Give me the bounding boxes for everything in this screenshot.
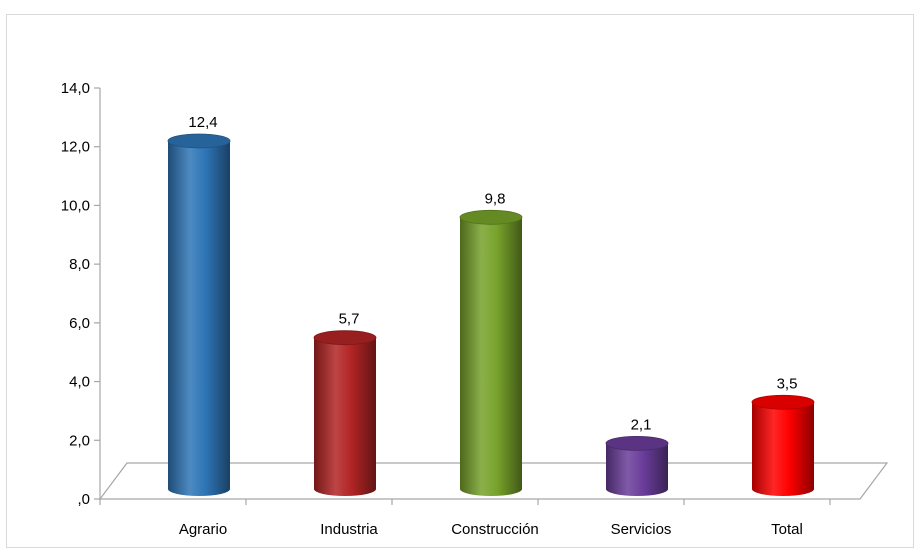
bar-servicios — [605, 435, 669, 496]
data-label: 12,4 — [188, 114, 217, 131]
data-label: 2,1 — [631, 416, 652, 433]
y-tick-label: 14,0 — [61, 80, 90, 97]
bar-top — [459, 209, 523, 225]
bar-top — [313, 330, 377, 346]
x-tick-label: Agrario — [179, 521, 227, 538]
y-tick-label: 6,0 — [69, 315, 90, 332]
bar-total — [751, 394, 815, 496]
data-label: 3,5 — [777, 375, 798, 392]
y-tick-label: 8,0 — [69, 256, 90, 273]
bar-agrario — [167, 133, 231, 496]
bars — [167, 133, 815, 497]
bar-body — [460, 217, 522, 497]
y-axis: ,0 2,0 4,0 6,0 8,0 10,0 12,0 14,0 — [61, 80, 831, 508]
bar-top — [167, 133, 231, 149]
data-label: 5,7 — [339, 311, 360, 328]
bar-body — [606, 443, 668, 496]
y-tick-label: 2,0 — [69, 432, 90, 449]
x-tick-label: Servicios — [611, 521, 672, 538]
bar-construcción — [459, 209, 523, 497]
bar-body — [752, 402, 814, 496]
bar-top — [605, 435, 669, 451]
x-tick-label: Total — [771, 521, 803, 538]
labels: 12,4 Agrario 5,7 Industria 9,8 Construcción 2,… — [179, 114, 803, 538]
y-tick-label: 4,0 — [69, 374, 90, 391]
bar-body — [168, 140, 230, 496]
bar-top — [751, 394, 815, 410]
x-tick-label: Construcción — [451, 521, 539, 538]
y-tick-label: ,0 — [77, 491, 90, 508]
bar-body — [314, 337, 376, 496]
data-label: 9,8 — [485, 190, 506, 207]
y-tick-label: 12,0 — [61, 139, 90, 156]
x-tick-label: Industria — [320, 521, 378, 538]
y-tick-label: 10,0 — [61, 197, 90, 214]
bar-industria — [313, 330, 377, 496]
